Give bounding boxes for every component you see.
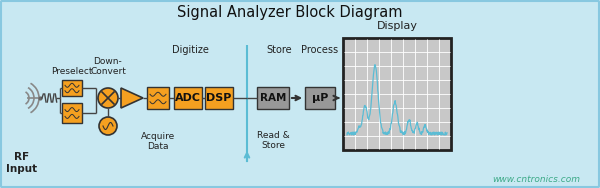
Bar: [62, 80, 82, 96]
Text: Process: Process: [301, 45, 338, 55]
Text: Signal Analyzer Block Diagram: Signal Analyzer Block Diagram: [177, 5, 403, 20]
Bar: [305, 87, 335, 109]
Text: μP: μP: [312, 93, 328, 103]
Text: RF
Input: RF Input: [7, 152, 38, 174]
Polygon shape: [121, 88, 143, 108]
Text: Read &
Store: Read & Store: [257, 131, 289, 150]
Circle shape: [98, 88, 118, 108]
Text: RAM: RAM: [260, 93, 286, 103]
Circle shape: [99, 117, 117, 135]
Text: ADC: ADC: [175, 93, 201, 103]
Text: Down-
Convert: Down- Convert: [90, 57, 126, 76]
Bar: [257, 87, 289, 109]
Text: Preselect: Preselect: [51, 67, 93, 76]
Text: DSP: DSP: [206, 93, 232, 103]
Bar: [147, 87, 169, 109]
Text: Acquire
Data: Acquire Data: [141, 132, 175, 151]
Text: Store: Store: [266, 45, 292, 55]
Text: Display: Display: [377, 21, 418, 31]
Text: Digitize: Digitize: [172, 45, 208, 55]
Bar: [174, 87, 202, 109]
Bar: [343, 38, 451, 150]
Bar: [62, 103, 82, 123]
Bar: [205, 87, 233, 109]
Text: www.cntronics.com: www.cntronics.com: [492, 176, 580, 184]
